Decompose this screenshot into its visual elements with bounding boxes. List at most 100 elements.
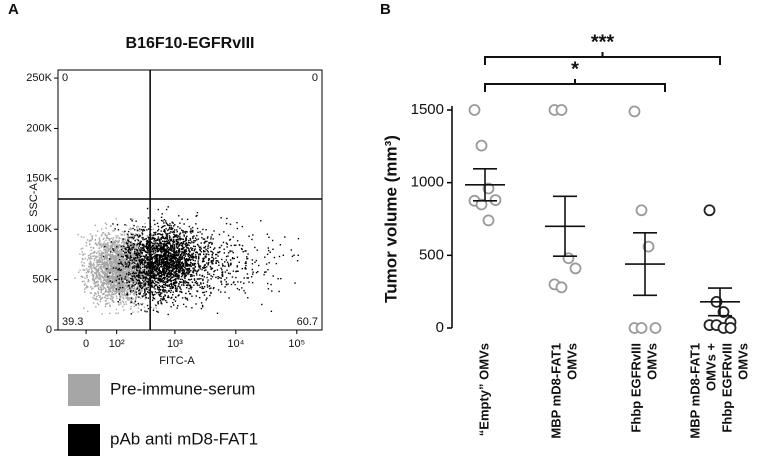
event-dot [112, 248, 114, 250]
event-dot [158, 277, 160, 280]
event-dot [251, 281, 254, 284]
event-dot [133, 300, 136, 303]
event-dot [77, 271, 80, 273]
event-dot [127, 292, 129, 294]
event-dot [103, 247, 105, 249]
event-dot [108, 291, 111, 293]
event-dot [111, 271, 114, 274]
event-dot [169, 243, 171, 245]
event-dot [103, 278, 105, 280]
event-dot [108, 261, 111, 264]
event-dot [154, 254, 157, 257]
event-dot [130, 236, 132, 238]
event-dot [104, 305, 107, 308]
event-dot [162, 269, 164, 271]
event-dot [157, 254, 159, 256]
event-dot [151, 299, 154, 301]
event-dot [168, 228, 170, 231]
event-dot [133, 224, 135, 227]
event-dot [118, 249, 121, 252]
event-dot [227, 272, 230, 274]
event-dot [129, 259, 131, 261]
event-dot [133, 278, 135, 280]
event-dot [120, 269, 122, 271]
event-dot [203, 267, 205, 269]
x-tick-label: Fhbp EGFRvIII [628, 343, 643, 433]
event-dot [97, 263, 100, 266]
event-dot [84, 269, 86, 271]
event-dot [185, 264, 187, 267]
event-dot [110, 258, 112, 260]
event-dot [100, 260, 102, 263]
event-dot [173, 248, 176, 250]
event-dot [140, 274, 142, 276]
event-dot [229, 259, 232, 261]
event-dot [191, 286, 193, 289]
event-dot [120, 279, 123, 281]
event-dot [118, 266, 120, 269]
event-dot [151, 284, 153, 287]
event-dot [162, 246, 164, 248]
event-dot [176, 238, 179, 241]
event-dot [109, 304, 111, 306]
event-dot [127, 276, 130, 279]
event-dot [139, 255, 142, 258]
event-dot [193, 270, 195, 272]
event-dot [132, 255, 134, 257]
event-dot [225, 277, 228, 279]
event-dot [138, 291, 141, 294]
event-dot [134, 262, 136, 264]
event-dot [180, 257, 182, 259]
event-dot [170, 252, 172, 255]
event-dot [166, 250, 168, 253]
event-dot [99, 252, 101, 255]
legend-label: Pre-immune-serum [110, 379, 255, 398]
event-dot [157, 301, 159, 304]
event-dot [199, 249, 202, 252]
event-dot [158, 278, 161, 280]
event-dot [161, 274, 163, 276]
event-dot [99, 240, 101, 242]
event-dot [145, 242, 148, 244]
event-dot [96, 244, 98, 246]
event-dot [186, 244, 188, 246]
event-dot [128, 228, 130, 231]
event-dot [245, 264, 247, 267]
event-dot [128, 251, 130, 253]
event-dot [217, 251, 219, 254]
event-dot [170, 297, 172, 299]
event-dot [183, 270, 185, 273]
event-dot [97, 283, 99, 286]
event-dot [185, 281, 188, 283]
event-dot [105, 227, 107, 229]
event-dot [171, 221, 173, 224]
event-dot [129, 244, 132, 247]
event-dot [254, 246, 256, 249]
event-dot [146, 265, 148, 268]
event-dot [205, 255, 207, 257]
event-dot [166, 242, 169, 244]
event-dot [171, 250, 173, 252]
event-dot [170, 225, 172, 227]
event-dot [85, 241, 88, 244]
event-dot [143, 247, 145, 249]
event-dot [107, 244, 109, 246]
event-dot [201, 268, 203, 271]
event-dot [176, 255, 179, 257]
event-dot [169, 223, 171, 225]
event-dot [177, 263, 179, 266]
event-dot [203, 269, 206, 272]
event-dot [105, 303, 107, 306]
event-dot [151, 244, 154, 246]
event-dot [109, 290, 112, 292]
event-dot [195, 280, 197, 283]
event-dot [138, 288, 140, 290]
event-dot [115, 312, 117, 315]
event-dot [97, 271, 99, 273]
event-dot [120, 253, 122, 256]
event-dot [92, 276, 95, 278]
event-dot [124, 276, 127, 278]
event-dot [182, 230, 184, 232]
event-dot [185, 260, 188, 262]
event-dot [183, 223, 185, 225]
